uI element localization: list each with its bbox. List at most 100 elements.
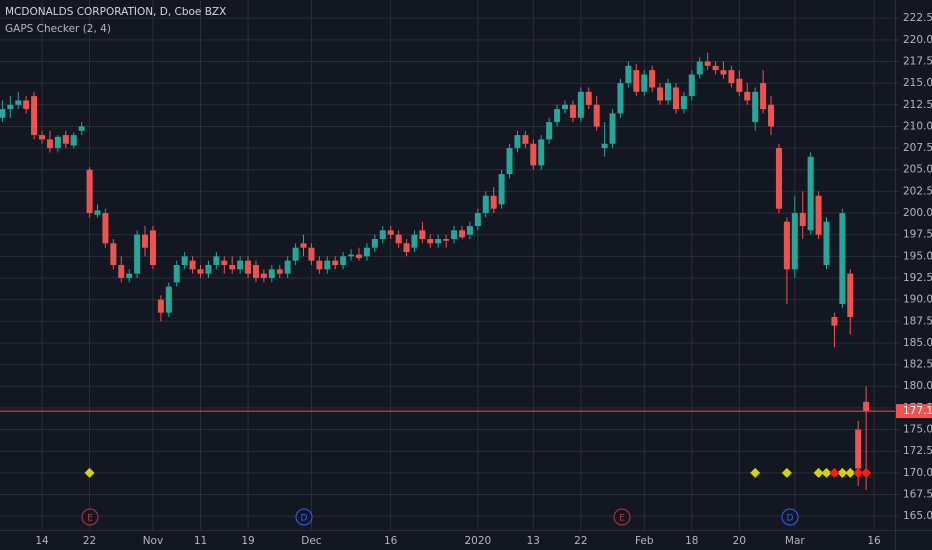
candle-body xyxy=(165,286,172,313)
candle-body xyxy=(458,230,465,238)
candle-body xyxy=(149,230,156,265)
last-price-label: 177.13 xyxy=(903,405,932,417)
y-tick-label: 210.00 xyxy=(903,120,932,132)
x-tick-label: 13 xyxy=(527,535,540,547)
candle-body xyxy=(451,230,458,240)
x-tick-label: 18 xyxy=(685,535,698,547)
candle-body xyxy=(62,135,69,144)
event-label: E xyxy=(619,514,625,524)
candle-body xyxy=(435,239,442,244)
candle-body xyxy=(720,70,727,75)
candle-body xyxy=(625,65,632,84)
y-tick-label: 170.00 xyxy=(903,467,932,479)
event-badge xyxy=(613,508,631,526)
candle-body xyxy=(237,260,244,270)
candle-body xyxy=(39,135,46,140)
y-tick-label: 220.00 xyxy=(903,34,932,46)
x-tick-label: 20 xyxy=(733,535,746,547)
candle-body xyxy=(696,61,703,75)
candle-body xyxy=(31,96,38,136)
y-tick-label: 182.50 xyxy=(903,359,932,371)
candle-body xyxy=(641,74,648,92)
candle-body xyxy=(601,143,608,149)
y-tick-label: 190.00 xyxy=(903,294,932,306)
candle-body xyxy=(300,243,307,248)
y-tick-label: 212.50 xyxy=(903,99,932,111)
candle-body xyxy=(221,260,228,265)
candle-body xyxy=(466,226,473,235)
candle-body xyxy=(205,265,212,274)
candle-body xyxy=(712,65,719,71)
candle-body xyxy=(245,260,252,274)
candle-body xyxy=(783,221,790,270)
grid xyxy=(0,0,895,530)
candle-body xyxy=(54,136,61,149)
gap-marker xyxy=(829,467,840,478)
candle-body xyxy=(7,104,14,110)
candle-body xyxy=(807,156,814,231)
chart-title: MCDONALDS CORPORATION, D, Cboe BZX xyxy=(5,6,226,18)
event-badge xyxy=(781,508,799,526)
candle-body xyxy=(395,234,402,244)
candle-body xyxy=(538,139,545,166)
candle-body xyxy=(799,213,806,227)
candle-body xyxy=(126,273,133,278)
candle-body xyxy=(86,169,93,214)
candle-body xyxy=(46,139,53,149)
candle-body xyxy=(482,195,489,214)
candle-body xyxy=(371,239,378,248)
candle-body xyxy=(744,91,751,101)
gap-marker xyxy=(821,467,832,478)
candle-body xyxy=(355,254,362,259)
gap-marker xyxy=(750,467,761,478)
candle-body xyxy=(340,256,347,265)
y-tick-label: 180.00 xyxy=(903,380,932,392)
event-badge xyxy=(295,508,313,526)
x-tick-label: Dec xyxy=(301,535,322,547)
candle-body xyxy=(649,70,656,88)
candle-body xyxy=(181,256,188,265)
candle-body xyxy=(252,265,259,278)
event-badge xyxy=(81,508,99,526)
x-tick-label: Mar xyxy=(785,535,805,547)
y-tick-label: 167.50 xyxy=(903,488,932,500)
candle-body xyxy=(823,221,830,265)
candle-body xyxy=(118,265,125,278)
y-tick-label: 192.50 xyxy=(903,272,932,284)
y-tick-label: 207.50 xyxy=(903,142,932,154)
candle-body xyxy=(522,135,529,144)
gap-marker xyxy=(84,467,95,478)
x-tick-label: 16 xyxy=(867,535,881,547)
candle-body xyxy=(775,148,782,209)
x-tick-label: 22 xyxy=(83,535,96,547)
candle-body xyxy=(213,256,220,265)
candle-body xyxy=(78,126,85,131)
candle-body xyxy=(348,254,355,257)
candle-body xyxy=(855,429,862,469)
candle-body xyxy=(379,230,386,240)
x-tick-label: Nov xyxy=(143,535,164,547)
candle-body xyxy=(142,234,149,248)
event-label: D xyxy=(787,514,794,524)
event-label: E xyxy=(87,514,93,524)
candle-body xyxy=(760,83,767,110)
candle-body xyxy=(672,87,679,110)
y-tick-label: 197.50 xyxy=(903,229,932,241)
candle-body xyxy=(189,260,196,270)
last-price-badge xyxy=(896,404,932,419)
y-tick-label: 200.00 xyxy=(903,207,932,219)
candle-body xyxy=(530,143,537,166)
x-tick-label: 16 xyxy=(384,535,398,547)
candle-body xyxy=(704,61,711,66)
x-tick-label: 22 xyxy=(574,535,587,547)
candle-body xyxy=(363,247,370,257)
candle-body xyxy=(593,104,600,127)
x-tick-label: 2020 xyxy=(464,535,491,547)
candle-body xyxy=(387,230,394,235)
candle-body xyxy=(791,213,798,270)
x-tick-label: 19 xyxy=(241,535,254,547)
candle-body xyxy=(633,70,640,92)
candle-body xyxy=(15,100,22,105)
